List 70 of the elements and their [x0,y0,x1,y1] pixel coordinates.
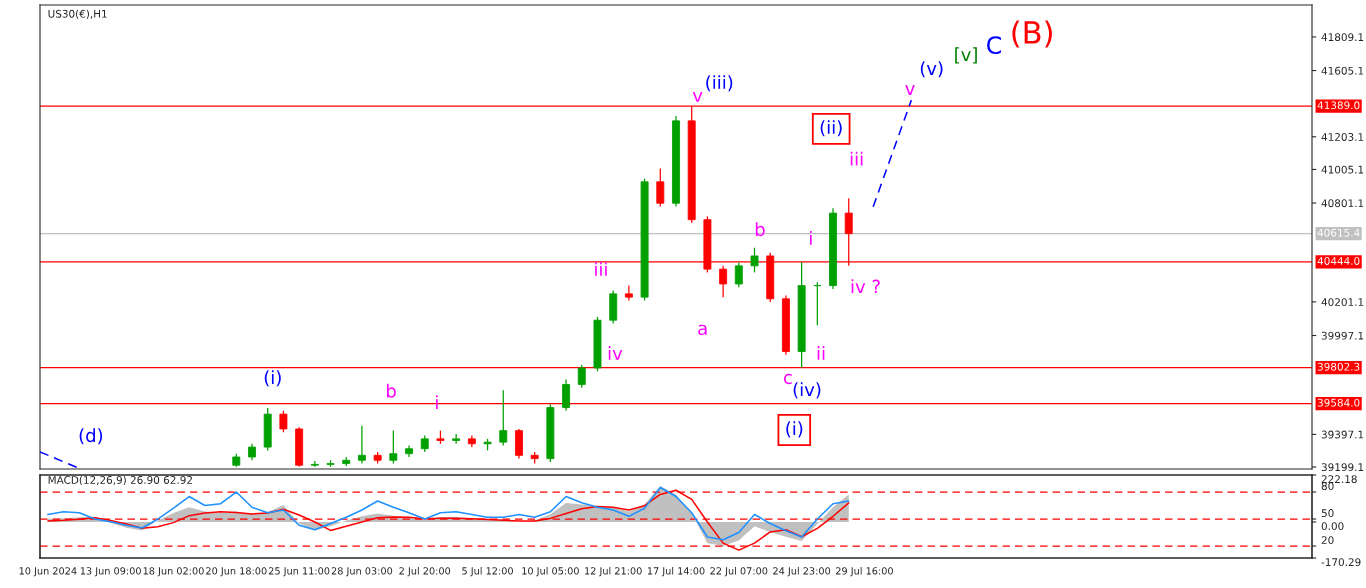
candlestick [577,364,586,389]
annotation: iv [608,346,623,360]
annotation: v [905,85,915,95]
annotation: C [987,36,1001,55]
annotation: (d) [79,428,103,445]
x-tick-label: 5 Jul 12:00 [462,567,513,577]
annotation: b [755,222,765,237]
annotation: (ii) [820,120,842,137]
candlestick [499,389,508,447]
x-tick-label: 24 Jul 23:00 [773,567,831,577]
annotation: iv ? [851,279,880,294]
annotation: (i) [264,370,281,387]
candlestick [719,265,728,298]
y-tick-label: 40801.1 [1321,199,1364,208]
x-tick-label: 18 Jun 02:00 [143,567,204,577]
chart-title: US30(€),H1 [48,9,107,19]
candlestick [279,410,288,433]
candlestick [734,261,743,288]
y-tick-label: 41203.1 [1321,133,1364,141]
x-tick-label: 20 Jun 18:00 [206,567,267,577]
x-tick-label: 28 Jun 03:00 [331,567,393,577]
x-tick-label: 25 Jun 11:00 [268,567,330,577]
ref-line-label: 40444.0 [1317,257,1360,265]
annotation: i [436,395,438,410]
y-tick-label: 39397.1 [1321,430,1364,439]
annotation: (B) [1012,20,1052,48]
y-tick-label: 39997.1 [1321,331,1364,340]
annotation: v [692,91,703,102]
annotation: (iii) [706,75,733,92]
ref-line-label: 39802.3 [1317,362,1360,371]
ref-line-label: 40615.4 [1317,228,1360,237]
y-tick-label: 222.18 [1321,475,1357,484]
y2-tick-label: 20 [1321,536,1334,545]
ref-line-label: 41389.0 [1317,101,1360,110]
y-tick-label: 0.00 [1321,522,1344,531]
candlestick [624,284,633,302]
annotation: [v] [955,47,977,64]
candlestick [452,433,461,445]
candlestick [656,167,665,208]
annotation: a [698,324,707,336]
y-tick-label: 39199.1 [1321,463,1364,472]
ref-line-label: 39584.0 [1317,398,1360,407]
y-tick-label: 41005.1 [1321,165,1364,174]
x-tick-label: 10 Jul 05:00 [522,567,579,577]
x-tick-label: 2 Jul 20:00 [399,567,451,577]
x-tick-label: 17 Jul 14:00 [647,567,705,577]
annotation: c [783,373,792,385]
candlestick [357,425,366,465]
annotation: (i) [786,421,803,438]
chart-title: MACD(12,26,9) 26.90 62.92 [48,475,192,486]
annotation: ii [817,346,825,360]
y-tick-label: 41605.1 [1321,66,1364,75]
y2-tick-label: 50 [1321,509,1334,517]
x-tick-label: 22 Jul 07:00 [710,567,768,577]
candlestick [750,247,759,274]
y-tick-label: 40201.1 [1321,298,1364,307]
y-tick-label: 41809.1 [1321,33,1364,42]
annotation: i [810,231,812,245]
candlestick [562,378,571,412]
annotation: b [386,383,396,398]
annotation: (iv) [793,382,821,399]
annotation: iii [595,262,607,276]
y-tick-label: -170.29 [1321,558,1361,567]
x-tick-label: 10 Jun 2024 [19,567,77,577]
x-tick-label: 13 Jun 09:00 [80,567,141,577]
candlestick [389,429,398,465]
annotation: iii [850,151,863,166]
x-tick-label: 29 Jul 16:00 [836,567,893,577]
annotation: (v) [920,61,943,78]
x-tick-label: 12 Jul 21:00 [585,567,642,577]
